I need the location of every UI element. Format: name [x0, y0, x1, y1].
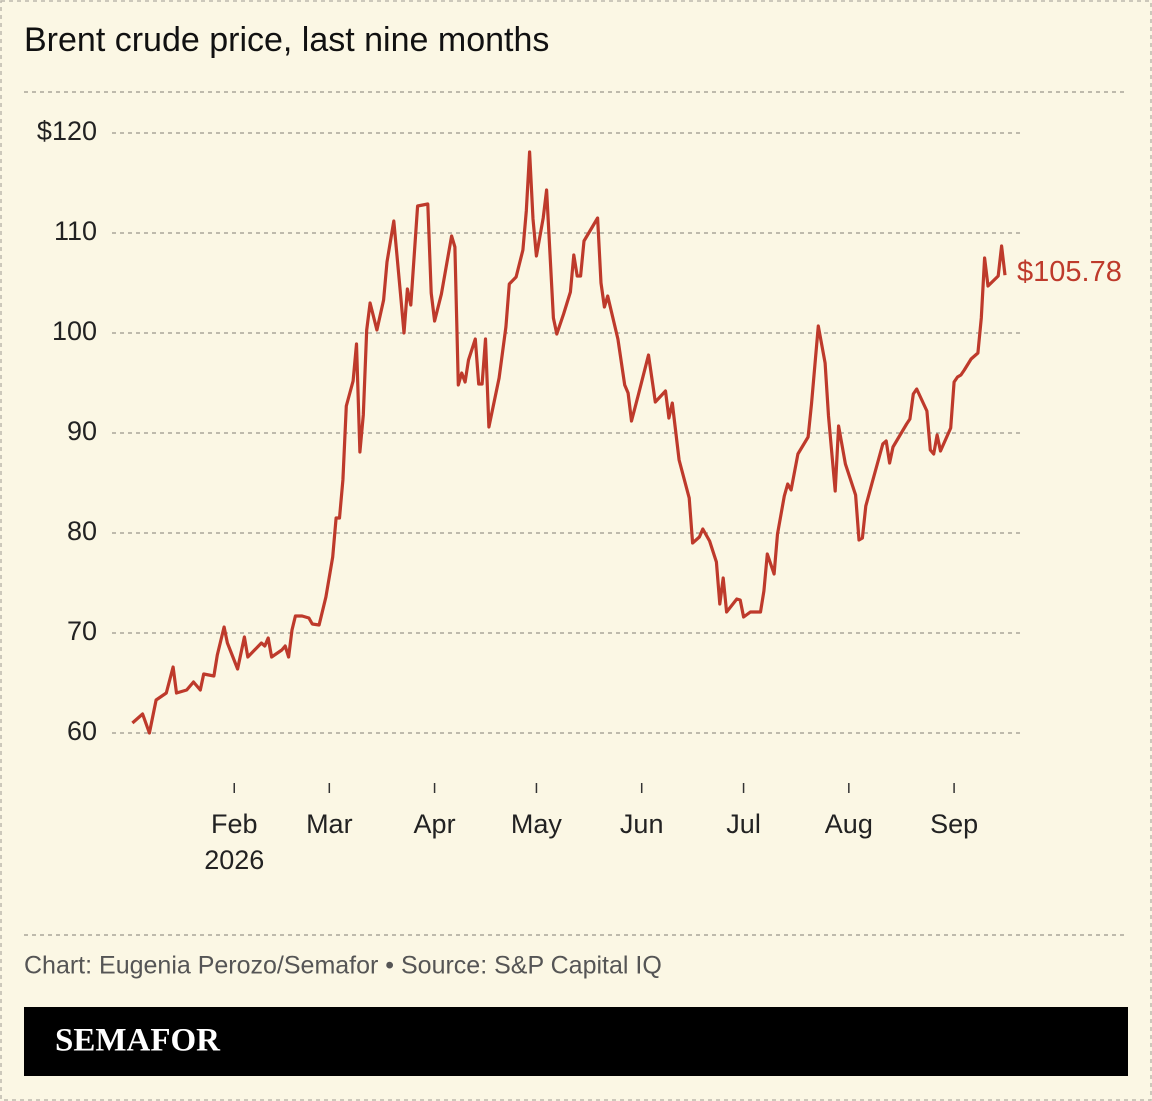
y-tick-label: 100 — [52, 316, 97, 346]
y-tick-label: 80 — [67, 516, 97, 546]
brand-bar — [24, 1007, 1128, 1076]
credit: Chart: Eugenia Perozo/Semafor • Source: … — [24, 952, 662, 980]
price-line — [131, 150, 1007, 735]
x-tick-label: May — [511, 809, 563, 839]
x-tick-label: Mar — [306, 809, 353, 839]
x-tick-label: Aug — [825, 809, 873, 839]
x-tick-label: Apr — [414, 809, 456, 839]
x-tick-label: Jul — [726, 809, 761, 839]
y-tick-label: $120 — [37, 116, 97, 146]
x-year-label: 2026 — [204, 845, 264, 875]
y-tick-label: 60 — [67, 716, 97, 746]
y-tick-label: 90 — [67, 416, 97, 446]
x-tick-label: Feb — [211, 809, 258, 839]
y-tick-label: 110 — [54, 216, 97, 246]
x-tick-label: Jun — [620, 809, 664, 839]
y-tick-label: 70 — [67, 616, 97, 646]
brand: SEMAFOR — [55, 1023, 221, 1059]
chart-title: Brent crude price, last nine months — [24, 21, 549, 59]
x-tick-label: Sep — [930, 809, 978, 839]
value-label: $105.78 — [1017, 256, 1122, 288]
